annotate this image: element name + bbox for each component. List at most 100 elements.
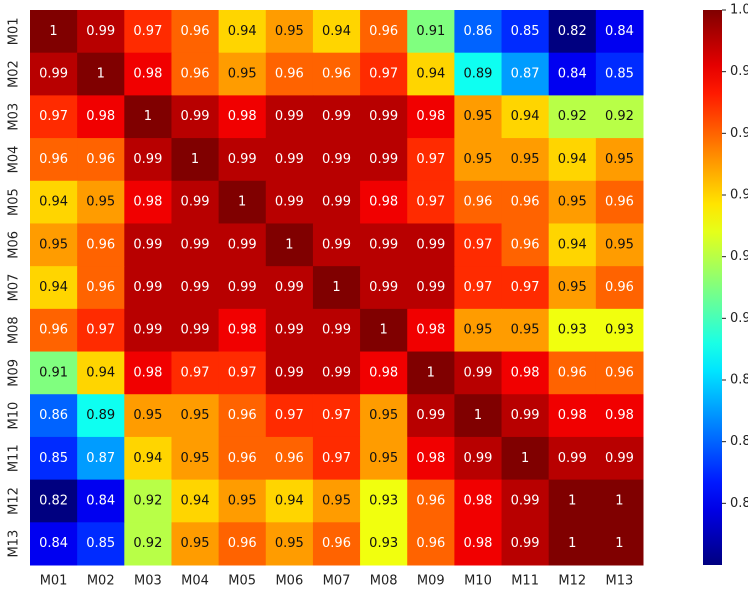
cell-label: 0.96 [463,195,492,210]
cell-label: 0.95 [39,237,68,252]
heatmap-cell [77,180,125,224]
cell-label: 0.95 [322,493,351,508]
heatmap-cell [77,308,125,353]
heatmap-cell [30,394,78,438]
cell-label: 0.86 [463,24,492,39]
heatmap-cell [30,180,78,224]
heatmap-cell [124,52,172,96]
heatmap-cell [171,10,220,54]
cell-label: 1 [521,451,529,466]
heatmap-cell [312,436,361,481]
heatmap-cell [30,223,78,267]
cell-label: 0.97 [463,237,492,252]
cell-label: 1 [332,280,340,295]
heatmap-cell [30,10,78,54]
heatmap-cell [218,479,267,523]
heatmap-cell [30,308,78,353]
cell-label: 1 [615,536,623,551]
heatmap-cell [124,95,172,139]
heatmap-cell [595,138,644,182]
x-tick-label: M02 [87,574,115,589]
heatmap-cell [171,266,220,310]
heatmap-cell [124,436,172,481]
cell-label: 0.98 [228,109,257,124]
cell-label: 0.94 [39,280,68,295]
heatmap-cell [265,351,314,395]
cell-label: 0.94 [511,109,540,124]
colorbar-tick-label: 0.90 [730,311,748,326]
cell-label: 0.96 [369,24,398,39]
heatmap-cell [30,95,78,139]
cell-label: 0.95 [275,24,304,39]
cell-label: 0.94 [558,152,587,167]
cell-label: 0.99 [86,24,115,39]
cell-label: 0.99 [416,408,445,423]
cell-label: 0.85 [511,24,540,39]
heatmap-cell [501,266,550,310]
cell-label: 0.96 [275,67,304,82]
colorbar-tick-label: 0.96 [730,126,748,141]
heatmap-cell [407,394,455,438]
cell-label: 0.99 [228,280,257,295]
cell-label: 0.91 [416,24,445,39]
cell-label: 1 [97,67,105,82]
colorbar-tick-label: 0.86 [730,434,748,449]
cell-label: 0.96 [86,152,115,167]
heatmap-cell [360,394,408,438]
heatmap-cell [548,138,597,182]
heatmap-cell [218,522,267,566]
heatmap-cell [218,223,267,267]
cell-label: 0.99 [463,365,492,380]
heatmap-cell [171,479,220,523]
heatmap-cell [218,266,267,310]
heatmap-cell [501,394,550,438]
colorbar-tick-label: 1.00 [730,3,748,18]
heatmap-cell [360,223,408,267]
x-tick-label: M05 [228,574,256,589]
heatmap-cell [407,266,455,310]
heatmap-cell [218,95,267,139]
cell-label: 0.95 [605,237,634,252]
cell-label: 0.98 [416,323,445,338]
cell-label: 0.96 [181,67,210,82]
cell-label: 0.99 [133,280,162,295]
cell-label: 1 [238,195,246,210]
heatmap-cell [548,436,597,481]
cell-label: 0.97 [511,280,540,295]
heatmap-cell [312,351,361,395]
cell-label: 0.99 [369,152,398,167]
heatmap-cell [77,436,125,481]
cell-label: 0.95 [369,451,398,466]
cell-label: 0.99 [322,195,351,210]
cell-label: 0.97 [369,67,398,82]
heatmap-cell [407,522,455,566]
cell-label: 0.99 [181,280,210,295]
heatmap-cell [595,351,644,395]
cell-label: 1 [615,493,623,508]
heatmap-cell [77,52,125,96]
heatmap-cell [171,394,220,438]
cell-label: 1 [427,365,435,380]
heatmap-cell [312,138,361,182]
cell-label: 0.99 [133,237,162,252]
heatmap-cell [77,479,125,523]
cell-label: 1 [49,24,57,39]
heatmap-cell [548,10,597,54]
cell-label: 0.97 [181,365,210,380]
heatmap-cell [265,308,314,353]
cell-label: 0.99 [275,109,304,124]
cell-label: 0.98 [133,195,162,210]
heatmap-cell [30,52,78,96]
heatmap-cell [265,522,314,566]
heatmap-cell [218,394,267,438]
cell-label: 0.97 [416,195,445,210]
heatmap-cell [312,95,361,139]
cell-label: 0.94 [39,195,68,210]
cell-label: 0.95 [605,152,634,167]
heatmap-cell [265,436,314,481]
heatmap-cell [454,522,503,566]
cell-label: 0.98 [369,195,398,210]
cell-label: 0.98 [133,67,162,82]
heatmap-cell [124,351,172,395]
